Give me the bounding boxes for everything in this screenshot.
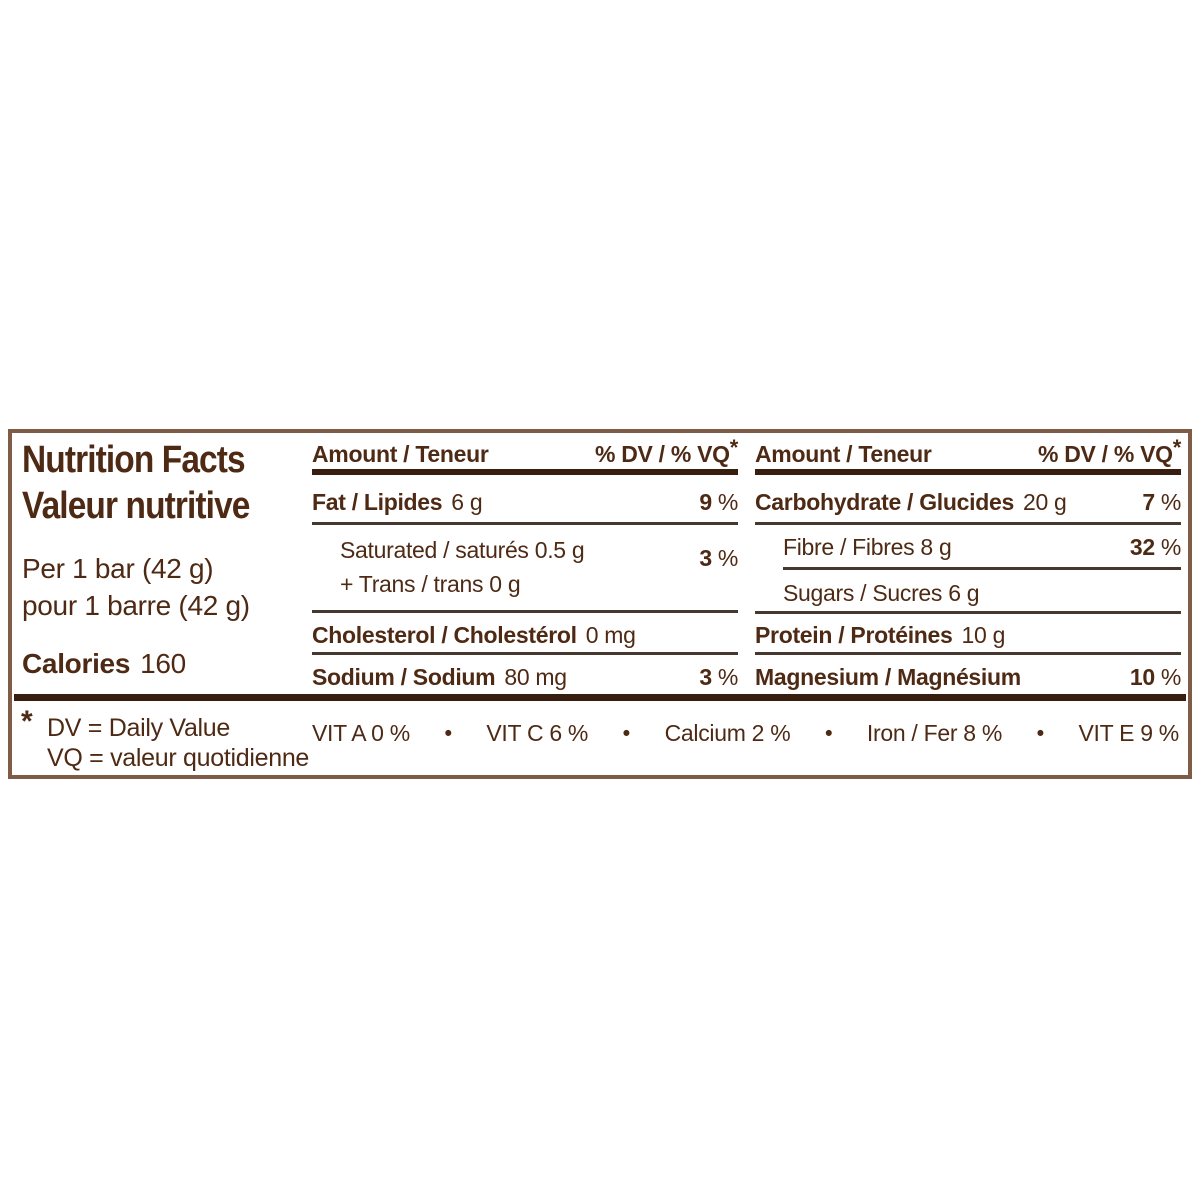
divider-thin	[312, 522, 738, 525]
amount-header: Amount / Teneur	[755, 441, 932, 467]
protein-row: Protein / Protéines 10 g	[755, 620, 1181, 650]
divider-thin	[755, 611, 1181, 614]
vitamin-e-value: VIT E 9 %	[1078, 720, 1180, 746]
fat-row: Fat / Lipides 6 g 9%	[312, 487, 738, 517]
sodium-amount: 80 mg	[504, 664, 567, 690]
magnesium-dv: 10%	[1129, 664, 1181, 690]
dv-header: % DV / % VQ*	[595, 435, 738, 468]
nutrient-column-left: Amount / Teneur % DV / % VQ* Fat / Lipid…	[312, 433, 738, 697]
magnesium-label: Magnesium / Magnésium	[755, 664, 1021, 690]
column-header: Amount / Teneur % DV / % VQ*	[312, 435, 738, 468]
calcium-value: Calcium 2 %	[664, 720, 791, 746]
sodium-row: Sodium / Sodium 80 mg 3%	[312, 662, 738, 692]
title-english: Nutrition Facts	[22, 439, 246, 481]
nutrient-column-right: Amount / Teneur % DV / % VQ* Carbohydrat…	[755, 433, 1181, 697]
bullet-separator: •	[444, 721, 452, 745]
divider-thick-full	[14, 694, 1186, 701]
sodium-dv: 3%	[699, 664, 738, 690]
divider-thin	[312, 610, 738, 613]
protein-label: Protein / Protéines	[755, 622, 953, 648]
vitamin-a-value: VIT A 0 %	[312, 720, 410, 746]
protein-amount: 10 g	[961, 622, 1006, 648]
dv-header-asterisk: *	[729, 435, 739, 460]
sugars-row: Sugars / Sucres 6 g	[755, 578, 1181, 608]
divider-thick	[312, 469, 738, 475]
micronutrients-row: VIT A 0 % • VIT C 6 % • Calcium 2 % • Ir…	[312, 720, 1179, 747]
carbohydrate-label: Carbohydrate / Glucides	[755, 489, 1014, 515]
fibre-label: Fibre / Fibres 8 g	[783, 534, 952, 560]
carbohydrate-dv: 7%	[1142, 489, 1181, 515]
saturated-label: Saturated / saturés 0.5 g	[340, 537, 585, 563]
saturated-trans-row: Saturated / saturés 0.5 g + Trans / tran…	[340, 533, 585, 601]
bullet-separator: •	[622, 721, 630, 745]
serving-size-fr: pour 1 barre (42 g)	[22, 590, 250, 621]
title-french: Valeur nutritive	[22, 485, 250, 527]
dv-header: % DV / % VQ*	[1038, 435, 1181, 468]
cholesterol-amount: 0 mg	[585, 622, 636, 648]
column-header: Amount / Teneur % DV / % VQ*	[755, 435, 1181, 468]
dv-header-asterisk: *	[1172, 435, 1182, 460]
calories-value: 160	[140, 648, 186, 679]
footnote-asterisk: *	[21, 705, 33, 738]
fat-amount: 6 g	[451, 489, 483, 515]
magnesium-row: Magnesium / Magnésium 10%	[755, 662, 1181, 692]
bullet-separator: •	[825, 721, 833, 745]
fat-dv: 9%	[699, 489, 738, 515]
calories-row: Calories 160	[22, 648, 186, 680]
carbohydrate-amount: 20 g	[1022, 489, 1067, 515]
fibre-dv: 32%	[1129, 534, 1181, 560]
nutrition-facts-label: Nutrition Facts Valeur nutritive Per 1 b…	[8, 429, 1192, 779]
footnote-dv: DV = Daily Value	[47, 714, 231, 742]
divider-thin	[755, 652, 1181, 655]
label-title: Nutrition Facts Valeur nutritive	[22, 437, 250, 529]
cholesterol-row: Cholesterol / Cholestérol 0 mg	[312, 620, 738, 650]
divider-thin	[783, 567, 1181, 570]
sugars-label: Sugars / Sucres 6 g	[783, 580, 980, 606]
bullet-separator: •	[1036, 721, 1044, 745]
serving-size-en: Per 1 bar (42 g)	[22, 553, 214, 584]
calories-label: Calories	[22, 648, 131, 679]
saturated-dv: 3%	[699, 545, 738, 571]
divider-thick	[755, 469, 1181, 475]
vitamin-c-value: VIT C 6 %	[486, 720, 589, 746]
fat-label: Fat / Lipides	[312, 489, 443, 515]
amount-header: Amount / Teneur	[312, 441, 489, 467]
carbohydrate-row: Carbohydrate / Glucides 20 g 7%	[755, 487, 1181, 517]
footnote-vq: VQ = valeur quotidienne	[47, 744, 310, 772]
cholesterol-label: Cholesterol / Cholestérol	[312, 622, 577, 648]
fibre-row: Fibre / Fibres 8 g 32%	[755, 532, 1181, 562]
trans-label: + Trans / trans 0 g	[340, 571, 521, 597]
sodium-label: Sodium / Sodium	[312, 664, 496, 690]
divider-thin	[755, 522, 1181, 525]
iron-value: Iron / Fer 8 %	[866, 720, 1003, 746]
divider-thin	[312, 652, 738, 655]
